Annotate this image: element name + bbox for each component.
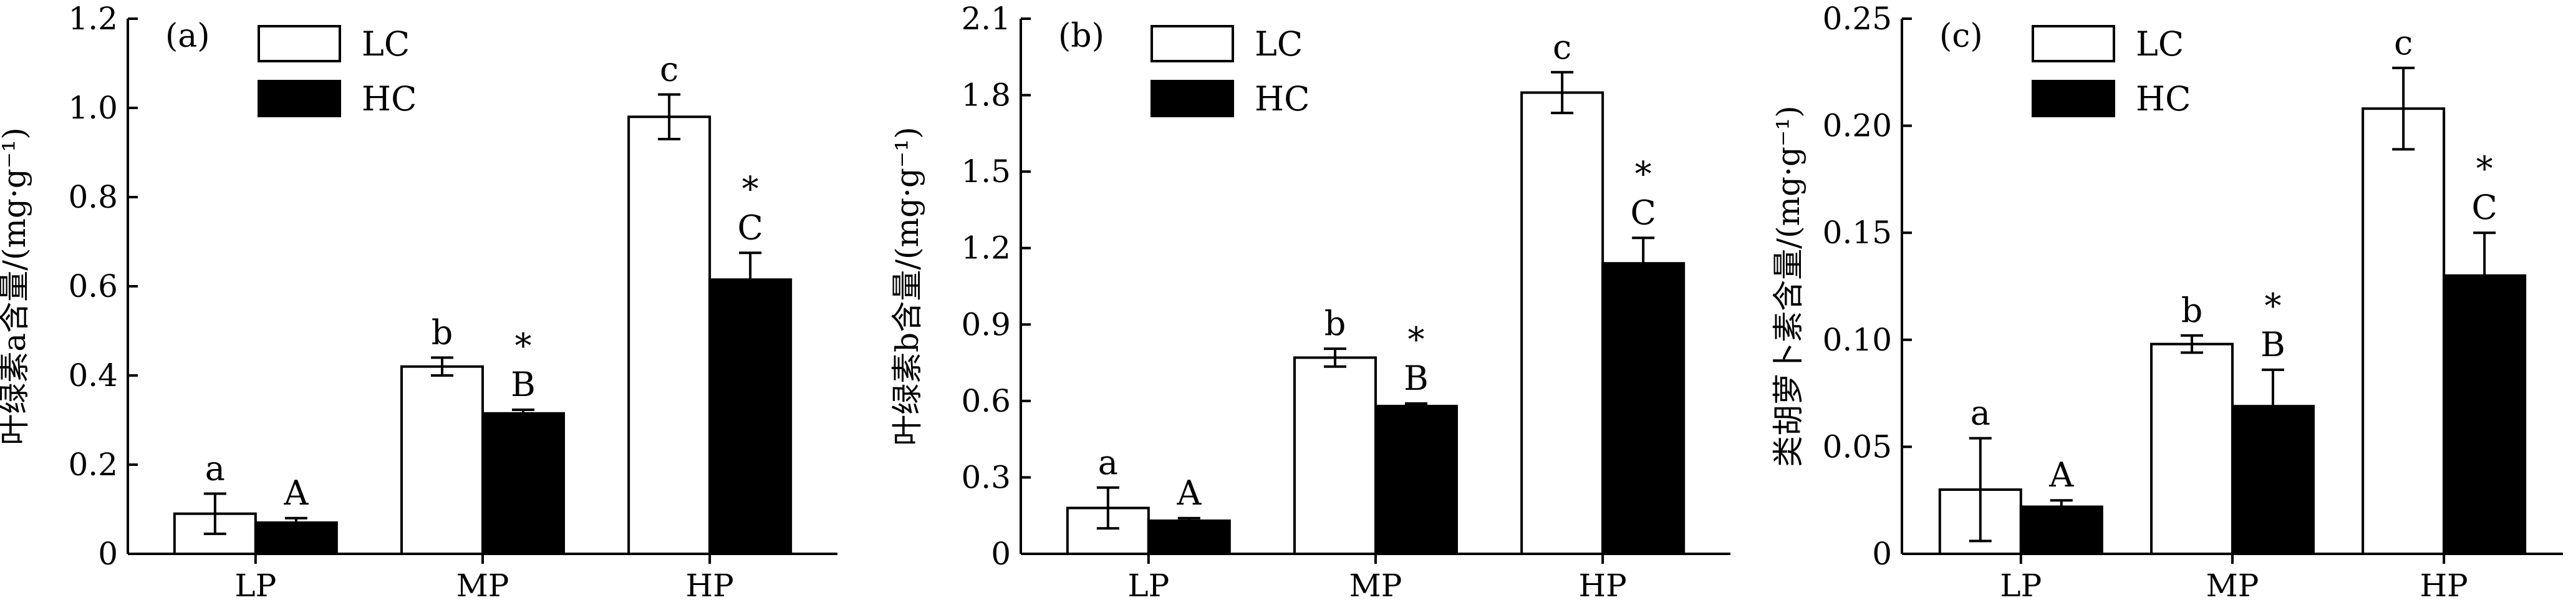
- y-tick-label: 1.0: [68, 90, 118, 126]
- chart-panel-b: 0 0.3 0.6 0.9 1.2 1.5 1.8 2.1 叶绿素b含量/(mg·g⁻¹) (b)…: [889, 1, 1730, 600]
- legend-swatch-hc: [2032, 80, 2115, 117]
- legend-swatch-hc: [258, 80, 341, 117]
- legend-label-hc: HC: [2136, 79, 2191, 119]
- y-tick-label: 0.6: [961, 383, 1011, 419]
- significance-letter: B: [511, 365, 536, 404]
- x-tick-label: HP: [2420, 568, 2468, 600]
- bar-hc-hp: [2443, 274, 2527, 555]
- bar-lc-hp: [1520, 91, 1604, 555]
- bar-hc-lp: [254, 521, 338, 556]
- y-tick-label: 1.2: [961, 230, 1011, 266]
- significance-letter: C: [737, 208, 763, 247]
- y-tick-label: 0.15: [1823, 215, 1892, 251]
- panel-label: (c): [1939, 17, 1983, 55]
- chart-panel-a: 0 0.2 0.4 0.6 0.8 1.0 1.2 叶绿素a含量/(mg·g⁻¹) (a) LC H…: [0, 1, 837, 600]
- significance-letter: B: [2260, 325, 2285, 364]
- significance-star: *: [2476, 149, 2493, 188]
- legend-label-hc: HC: [1255, 79, 1310, 119]
- y-tick-label: 0.10: [1823, 322, 1892, 358]
- significance-letter: c: [2394, 23, 2413, 62]
- legend-label-lc: LC: [362, 24, 410, 64]
- significance-letter: B: [1404, 359, 1429, 398]
- x-tick-label: LP: [2000, 568, 2042, 600]
- y-axis-label: 叶绿素a含量/(mg·g⁻¹): [0, 127, 32, 445]
- y-tick-label: 0.8: [68, 179, 118, 215]
- y-tick-label: 0: [1872, 536, 1892, 572]
- x-tick-label: MP: [2206, 568, 2259, 600]
- bar-hc-mp: [481, 412, 565, 556]
- legend-label-lc: LC: [1255, 24, 1303, 64]
- y-tick-label: 0.25: [1823, 1, 1892, 37]
- bar-hc-hp: [708, 278, 793, 555]
- panel-label: (a): [165, 17, 210, 55]
- bar-hc-hp: [1601, 262, 1686, 555]
- legend-swatch-lc: [1151, 25, 1234, 62]
- panel-label: (b): [1058, 17, 1104, 55]
- significance-star: *: [2265, 286, 2282, 326]
- legend-swatch-lc: [258, 25, 341, 62]
- x-tick-label: LP: [1127, 568, 1169, 600]
- significance-letter: b: [1324, 304, 1346, 343]
- legend-swatch-hc: [1151, 80, 1234, 117]
- bar-lc-hp: [2361, 107, 2446, 556]
- significance-letter: c: [1553, 27, 1571, 67]
- bar-lc-hp: [627, 115, 712, 556]
- y-tick-label: 0.3: [961, 459, 1011, 495]
- legend-label-hc: HC: [362, 79, 417, 119]
- bar-hc-lp: [1147, 519, 1231, 556]
- legend-swatch-lc: [2032, 25, 2115, 62]
- y-tick-label: 0.2: [68, 447, 118, 483]
- y-tick-label: 0.20: [1823, 108, 1892, 144]
- y-tick-label: 1.8: [961, 77, 1011, 114]
- significance-letter: A: [283, 473, 309, 513]
- significance-letter: b: [2181, 291, 2203, 330]
- y-tick-label: 0: [991, 536, 1011, 572]
- bar-lc-mp: [400, 365, 484, 555]
- significance-letter: a: [1098, 443, 1118, 482]
- x-tick-label: HP: [686, 568, 734, 600]
- significance-star: *: [1635, 154, 1652, 193]
- x-tick-label: MP: [1349, 568, 1402, 600]
- significance-star: *: [742, 169, 759, 208]
- significance-star: *: [1408, 320, 1425, 359]
- significance-letter: A: [1176, 473, 1202, 513]
- y-tick-label: 1.2: [68, 1, 118, 37]
- significance-letter: b: [432, 312, 453, 352]
- bar-hc-mp: [1374, 405, 1458, 555]
- legend-label-lc: LC: [2136, 24, 2184, 64]
- significance-letter: C: [1630, 193, 1656, 232]
- significance-letter: A: [2048, 455, 2074, 495]
- significance-letter: a: [1971, 394, 1990, 433]
- bar-lc-mp: [1293, 356, 1377, 556]
- x-tick-label: LP: [234, 568, 276, 600]
- bar-hc-lp: [2019, 505, 2103, 555]
- y-axis-label: 叶绿素b含量/(mg·g⁻¹): [889, 127, 925, 446]
- x-tick-label: HP: [1579, 568, 1627, 600]
- y-tick-label: 0: [98, 536, 118, 572]
- significance-letter: C: [2472, 188, 2497, 227]
- y-tick-label: 2.1: [961, 1, 1011, 37]
- y-tick-label: 0.05: [1823, 428, 1892, 465]
- x-tick-label: MP: [456, 568, 509, 600]
- significance-letter: c: [660, 50, 678, 89]
- y-axis-label: 类胡萝卜素含量/(mg·g⁻¹): [1770, 105, 1807, 467]
- y-tick-label: 0.9: [961, 306, 1011, 342]
- significance-star: *: [515, 326, 532, 365]
- chart-panel-c: 0 0.05 0.10 0.15 0.20 0.25 类胡萝卜素含量/(mg·g⁻¹) (c)…: [1770, 1, 2563, 600]
- y-tick-label: 1.5: [961, 153, 1011, 190]
- y-tick-label: 0.4: [68, 357, 118, 394]
- y-tick-label: 0.6: [68, 268, 118, 304]
- bar-lc-mp: [2150, 342, 2234, 555]
- significance-letter: a: [205, 448, 225, 488]
